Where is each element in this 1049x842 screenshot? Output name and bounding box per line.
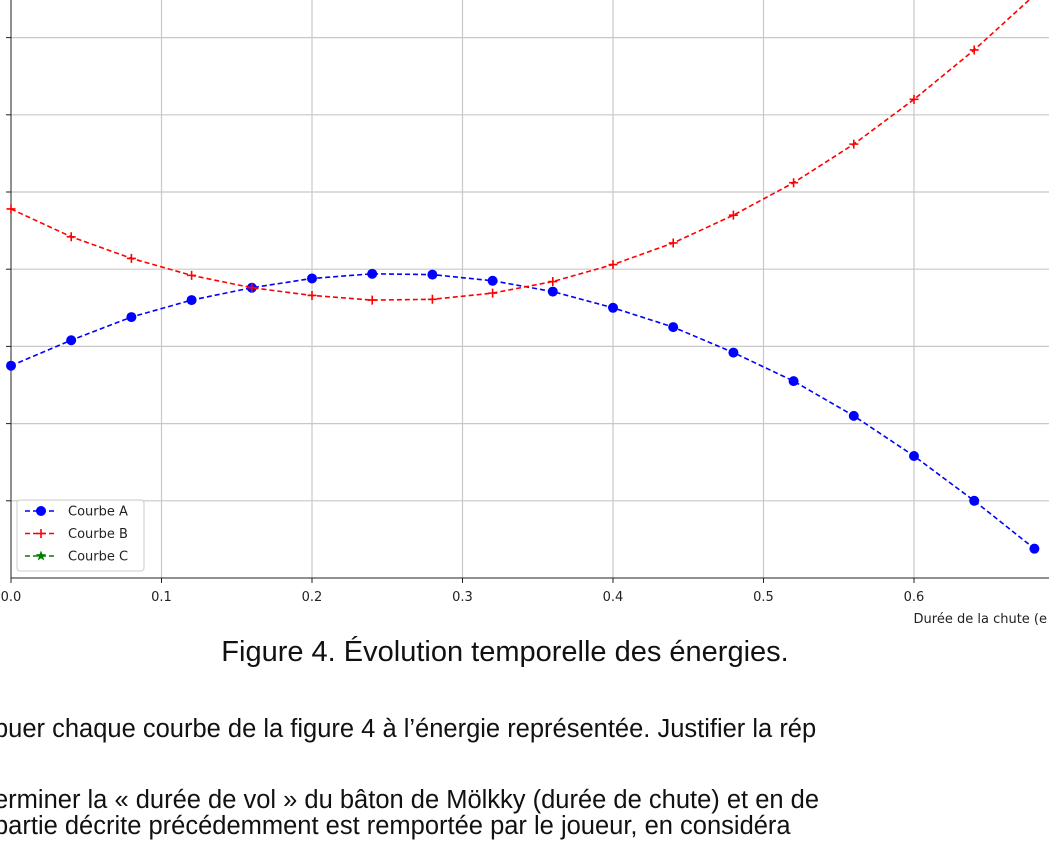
x-tick-label: 0.2 [302, 590, 323, 605]
data-point [307, 273, 317, 284]
x-tick-label: 0.1 [151, 590, 172, 605]
data-point [6, 204, 16, 214]
data-point [126, 312, 137, 323]
legend-label: Courbe A [68, 505, 128, 520]
legend-label: Courbe C [68, 550, 128, 565]
data-point [608, 260, 618, 270]
data-point [427, 269, 438, 280]
x-tick-label: 0.4 [603, 590, 624, 605]
question-text-2: erminer la « durée de vol » du bâton de … [0, 786, 820, 814]
x-tick-label: 0.0 [1, 590, 22, 605]
data-point [668, 322, 679, 333]
figure-caption: Figure 4. Évolution temporelle des énerg… [221, 636, 789, 668]
data-point [668, 238, 678, 248]
data-point [1029, 543, 1040, 554]
data-point [66, 335, 77, 346]
data-point [728, 347, 739, 358]
data-point [186, 295, 197, 306]
data-point [608, 302, 618, 313]
x-axis-label: Durée de la chute (e [914, 612, 1047, 627]
grid [11, 0, 1049, 578]
data-point [789, 178, 799, 188]
data-point [547, 286, 558, 297]
data-point [788, 376, 799, 387]
data-point [427, 294, 437, 304]
x-tick-label: 0.3 [452, 590, 473, 605]
x-tick-label: 0.6 [904, 590, 925, 605]
legend-item: Courbe B [25, 527, 128, 542]
data-point [307, 290, 317, 300]
series-layer [6, 0, 1040, 554]
data-point [247, 283, 257, 293]
series-line [10, 273, 1035, 550]
data-point [487, 275, 498, 286]
data-point [367, 268, 378, 279]
data-point [36, 506, 46, 516]
question-text-3: partie décrite précédemment est remporté… [0, 812, 791, 840]
data-point [548, 277, 558, 287]
data-point [35, 550, 47, 561]
series-courbe-b [6, 0, 1031, 305]
legend-box [16, 499, 145, 572]
data-point [728, 210, 738, 220]
chart: 0.0 0.1 0.2 0.3 0.4 0.5 0.6 Durée de la chute … [1, 0, 1049, 627]
legend-item: Courbe C [25, 550, 128, 565]
series-courbe-a [6, 268, 1040, 554]
data-point [6, 360, 16, 371]
legend-label: Courbe B [68, 527, 128, 542]
data-point [36, 529, 46, 538]
data-point [488, 288, 498, 298]
data-point [848, 410, 859, 421]
data-point [849, 139, 859, 149]
legend-item: Courbe A [25, 505, 128, 520]
data-point [367, 295, 377, 305]
data-point [969, 45, 979, 55]
axes [6, 0, 1049, 583]
data-point [909, 451, 919, 462]
tick-labels: 0.0 0.1 0.2 0.3 0.4 0.5 0.6 [1, 590, 925, 605]
data-point [969, 495, 980, 506]
data-point [126, 253, 136, 263]
question-text-1: buer chaque courbe de la figure 4 à l’én… [0, 715, 817, 743]
data-point [187, 270, 197, 280]
x-tick-label: 0.5 [753, 590, 774, 605]
legend: Courbe A Courbe B Courbe C [16, 499, 145, 572]
data-point [66, 232, 76, 242]
series-line [10, 0, 1031, 301]
data-point [909, 94, 919, 104]
